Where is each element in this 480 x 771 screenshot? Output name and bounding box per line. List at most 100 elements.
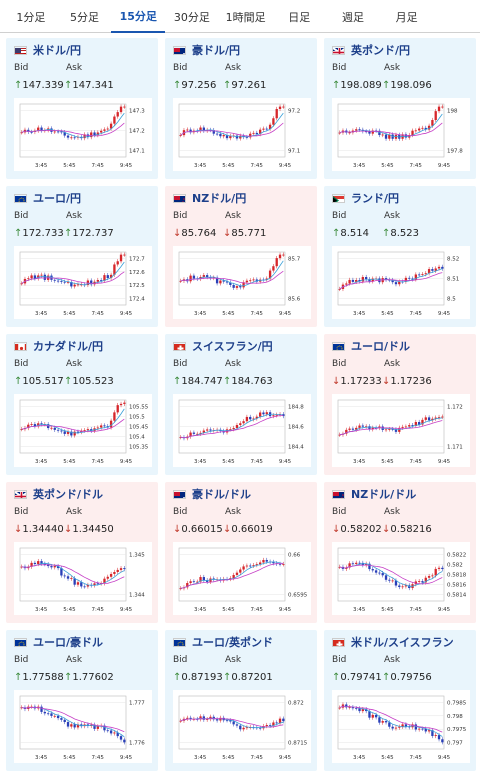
mini-chart[interactable]: 198 197.8 3:45 5:45 7:45 9:45 <box>332 98 470 171</box>
tab-1[interactable]: 5分足 <box>70 10 100 24</box>
mini-chart[interactable]: 1.777 1.776 3:45 5:45 7:45 9:45 <box>14 690 152 763</box>
pair-title[interactable]: 英ポンド/円 <box>332 43 410 57</box>
ask-value: ↑97.261 <box>223 80 267 91</box>
mini-chart[interactable]: 1.172 1.171 3:45 5:45 7:45 9:45 <box>332 394 470 467</box>
mini-chart[interactable]: 0.872 0.8715 3:45 5:45 7:45 9:45 <box>173 690 311 763</box>
mini-chart[interactable]: 1.345 1.344 3:45 5:45 7:45 9:45 <box>14 542 152 615</box>
candle-body <box>391 429 394 430</box>
ask-value: ↓0.58216 <box>382 524 432 535</box>
pair-title[interactable]: 豪ドル/ドル <box>173 487 251 501</box>
mini-chart[interactable]: 0.7985 0.798 0.7975 0.797 3:45 5:45 7:45 9:45 <box>332 690 470 763</box>
pair-title[interactable]: 豪ドル/円 <box>173 43 240 57</box>
pair-title[interactable]: 英ポンド/ドル <box>14 487 103 501</box>
tab-5[interactable]: 日足 <box>288 10 311 24</box>
pair-title[interactable]: ランド/円 <box>332 191 399 205</box>
candle-body <box>378 130 381 136</box>
mini-chart[interactable]: 184.8 184.6 184.4 3:45 5:45 7:45 9:45 <box>173 394 311 467</box>
rate-card-aud-usd[interactable]: 豪ドル/ドル Bid Ask ↓0.66015 ↓0.66019 0.66 0.6595 3:… <box>165 482 317 623</box>
x-tick-label: 7:45 <box>92 163 105 169</box>
candle-body <box>404 724 408 727</box>
candle-body <box>76 431 80 433</box>
candle-body <box>282 254 285 256</box>
tab-4[interactable]: 1時間足 <box>225 10 266 24</box>
rate-card-eur-jpy[interactable]: ユーロ/円 Bid Ask ↑172.733 ↑172.737 172.7 172.6 172… <box>6 186 158 327</box>
candle-body <box>80 724 83 727</box>
mini-chart[interactable]: 85.7 85.6 3:45 5:45 7:45 9:45 <box>173 246 311 319</box>
ma-long-line <box>339 705 443 733</box>
tab-0[interactable]: 1分足 <box>16 10 46 24</box>
pair-title[interactable]: ユーロ/ドル <box>332 339 410 353</box>
rate-card-nzd-jpy[interactable]: NZドル/円 Bid Ask ↓85.764 ↓85.771 85.7 85.6 3:45 5:… <box>165 186 317 327</box>
pair-title[interactable]: ユーロ/円 <box>14 191 81 205</box>
bid-value: ↑198.089 <box>332 80 382 91</box>
mini-chart[interactable]: 172.7 172.6 172.5 172.4 3:45 5:45 7:45 9:45 <box>14 246 152 319</box>
candle-body <box>351 563 355 565</box>
candle-body <box>70 431 73 436</box>
candle-body <box>245 280 249 283</box>
mini-chart[interactable]: 0.66 0.6595 3:45 5:45 7:45 9:45 <box>173 542 311 615</box>
candle-body <box>116 732 119 737</box>
candle-body <box>411 130 414 136</box>
candle-body <box>50 713 53 716</box>
bid-value: ↓0.58202 <box>332 524 382 535</box>
rate-card-cad-jpy[interactable]: カナダドル/円 Bid Ask ↑105.517 ↑105.523 105.55 105.5… <box>6 334 158 475</box>
candle-body <box>73 724 76 728</box>
rate-card-nzd-usd[interactable]: NZドル/ドル Bid Ask ↓0.58202 ↓0.58216 0.5822 0.582… <box>324 482 476 623</box>
flag-icon <box>14 637 27 647</box>
rate-card-eur-gbp[interactable]: ユーロ/英ポンド Bid Ask ↑0.87193 ↑0.87201 0.872 0.871… <box>165 630 317 771</box>
mini-chart[interactable]: 105.55 105.5 105.45 105.4 105.35 3:45 5:45 7:45… <box>14 394 152 467</box>
rate-card-usd-jpy[interactable]: 米ドル/円 Bid Ask ↑147.339 ↑147.341 147.3 147.2 147… <box>6 38 158 179</box>
candle-body <box>441 266 444 269</box>
ask-label: Ask <box>66 655 83 665</box>
candle-body <box>235 286 239 288</box>
rate-card-gbp-usd[interactable]: 英ポンド/ドル Bid Ask ↓1.34440 ↓1.34450 1.345 1.344 3… <box>6 482 158 623</box>
mini-chart[interactable]: 147.3 147.2 147.1 3:45 5:45 7:45 9:45 <box>14 98 152 171</box>
candle-body <box>109 420 113 428</box>
candle-body <box>123 106 126 108</box>
candle-body <box>431 418 434 421</box>
tab-7[interactable]: 月足 <box>395 10 418 24</box>
rate-card-eur-aud[interactable]: ユーロ/豪ドル Bid Ask ↑1.77588 ↑1.77602 1.777 1.776 3… <box>6 630 158 771</box>
candle-body <box>202 275 206 277</box>
pair-title[interactable]: スイスフラン/円 <box>173 339 273 353</box>
candle-body <box>119 568 123 570</box>
candle-body <box>73 431 76 436</box>
tab-3[interactable]: 30分足 <box>173 10 210 24</box>
candle-body <box>242 282 245 288</box>
flag-icon <box>332 45 345 55</box>
candle-body <box>63 575 66 577</box>
x-tick-label: 9:45 <box>279 311 292 317</box>
pair-title[interactable]: ユーロ/豪ドル <box>14 635 103 649</box>
mini-chart[interactable]: 8.52 8.51 8.5 3:45 5:45 7:45 9:45 <box>332 246 470 319</box>
candle-body <box>215 277 219 284</box>
rate-card-gbp-jpy[interactable]: 英ポンド/円 Bid Ask ↑198.089 ↑198.096 198 197.8 3:45… <box>324 38 476 179</box>
x-tick-label: 3:45 <box>194 163 207 169</box>
y-tick-label: 172.7 <box>129 256 145 262</box>
rate-card-aud-jpy[interactable]: 豪ドル/円 Bid Ask ↑97.256 ↑97.261 97.2 97.1 3:45 5:4… <box>165 38 317 179</box>
rate-card-zar-jpy[interactable]: ランド/円 Bid Ask ↑8.514 ↑8.523 8.52 8.51 8.5 3:45 5:… <box>324 186 476 327</box>
pair-title[interactable]: NZドル/円 <box>173 191 246 205</box>
candle-body <box>60 281 63 282</box>
x-tick-label: 3:45 <box>353 459 366 465</box>
rate-card-eur-usd[interactable]: ユーロ/ドル Bid Ask ↓1.17233 ↓1.17236 1.172 1.171 3:… <box>324 334 476 475</box>
candle-body <box>355 708 358 710</box>
rate-card-usd-chf[interactable]: 米ドル/スイスフラン Bid Ask ↑0.79741 ↑0.79756 0.7985 0.… <box>324 630 476 771</box>
pair-title[interactable]: ユーロ/英ポンド <box>173 635 273 649</box>
rate-card-chf-jpy[interactable]: スイスフラン/円 Bid Ask ↑184.747 ↑184.763 184.8 184.6… <box>165 334 317 475</box>
tab-6[interactable]: 週足 <box>341 10 364 24</box>
mini-chart[interactable]: 97.2 97.1 3:45 5:45 7:45 9:45 <box>173 98 311 171</box>
candle-body <box>265 278 268 280</box>
pair-title[interactable]: NZドル/ドル <box>332 487 416 501</box>
pair-title[interactable]: カナダドル/円 <box>14 339 103 353</box>
candle-body <box>93 583 96 586</box>
candle-body <box>414 421 418 426</box>
x-tick-label: 7:45 <box>251 459 264 465</box>
pair-title[interactable]: 米ドル/スイスフラン <box>332 635 454 649</box>
pair-title[interactable]: 米ドル/円 <box>14 43 81 57</box>
ma-long-line <box>180 415 284 439</box>
x-tick-label: 5:45 <box>381 755 394 761</box>
candle-body <box>441 416 444 418</box>
candle-body <box>431 575 434 577</box>
tab-2[interactable]: 15分足 <box>111 0 166 33</box>
mini-chart[interactable]: 0.5822 0.582 0.5818 0.5816 0.5814 3:45 5:45 7:4… <box>332 542 470 615</box>
